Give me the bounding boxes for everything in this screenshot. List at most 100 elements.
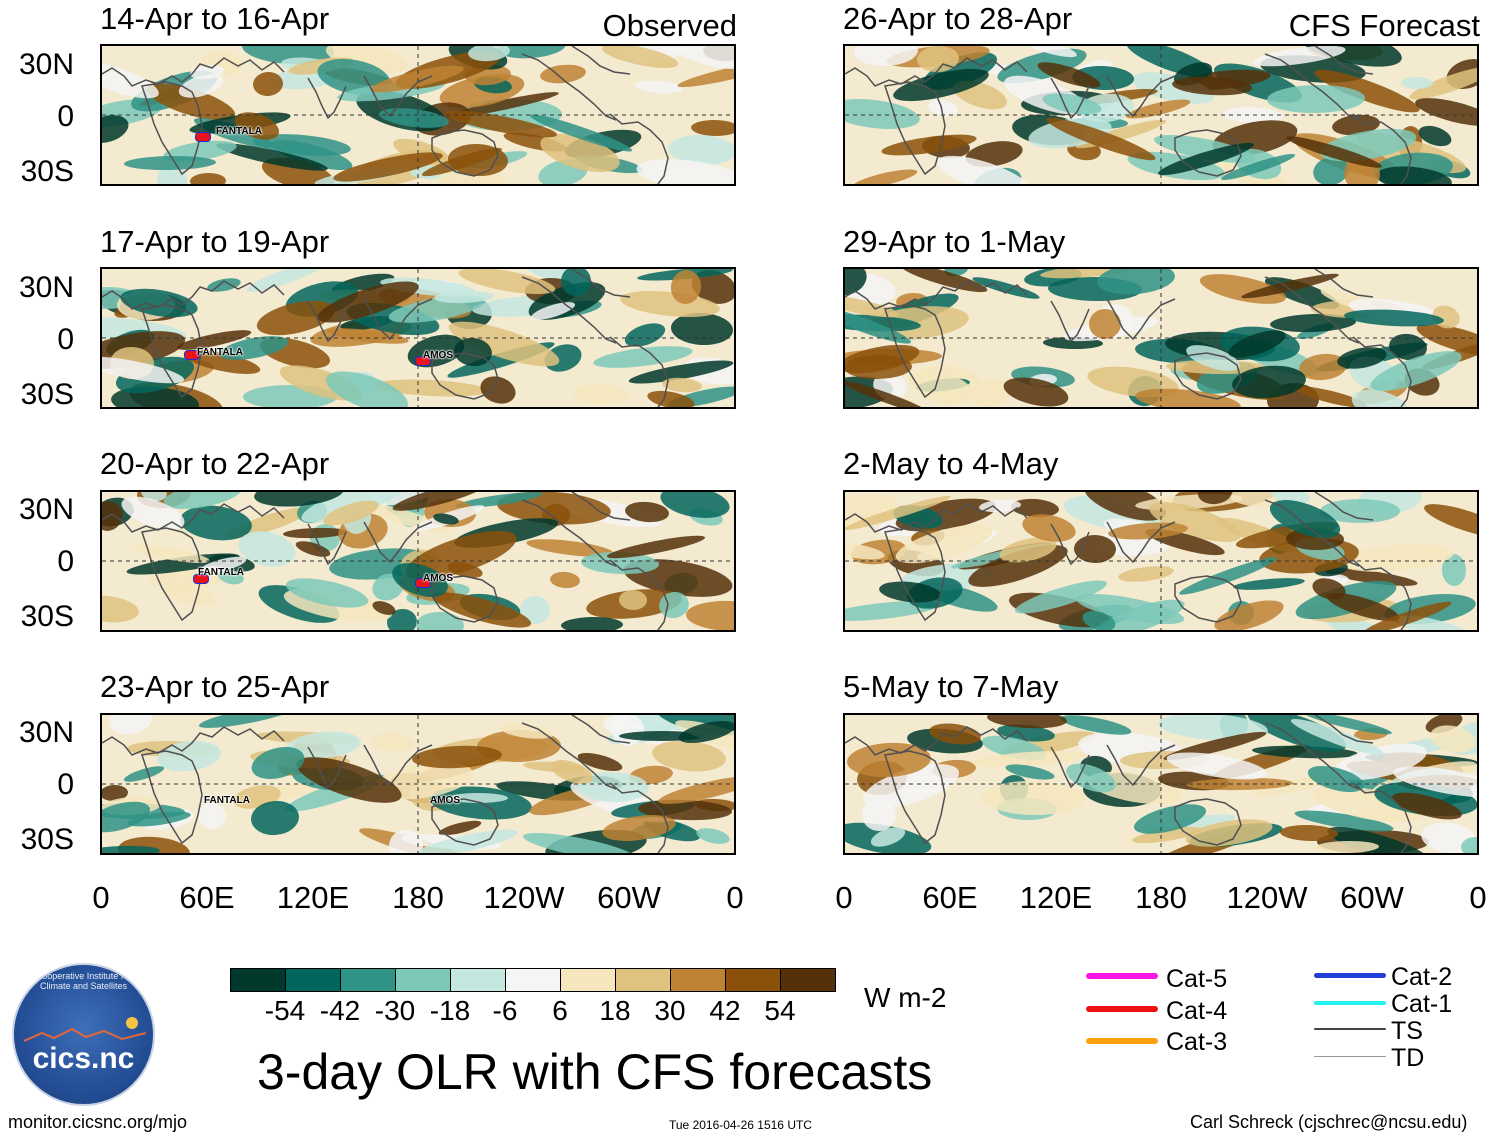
lon-label-60w: 60W bbox=[597, 880, 661, 915]
lat-label-30s: 30S bbox=[20, 378, 74, 411]
lat-label-30s: 30S bbox=[20, 600, 74, 633]
legend-label-cat4: Cat-4 bbox=[1166, 997, 1228, 1025]
colorbar-tick-label: 18 bbox=[599, 995, 631, 1026]
logo-arc-text: Cooperative Institute for Climate and Sa… bbox=[35, 971, 132, 991]
sun-icon bbox=[126, 1017, 138, 1029]
colorbar-swatch bbox=[560, 968, 616, 992]
lat-label-30n: 30N bbox=[18, 271, 74, 304]
mountain-icon bbox=[24, 1027, 146, 1042]
olr-map-panel-8 bbox=[843, 713, 1479, 855]
lon-label-120e: 120E bbox=[1019, 880, 1093, 915]
lon-label-120w: 120W bbox=[483, 880, 565, 915]
forecast-label: CFS Forecast bbox=[1288, 8, 1480, 43]
storm-track-marker bbox=[184, 350, 200, 360]
panel-title-6: 29-Apr to 1-May bbox=[843, 224, 1066, 259]
lat-label-0: 0 bbox=[57, 545, 74, 578]
olr-field bbox=[845, 492, 1477, 630]
lon-label-0: 0 bbox=[92, 880, 110, 915]
olr-field bbox=[845, 46, 1477, 184]
storm-label-fantala: FANTALA bbox=[216, 126, 262, 137]
colorbar-tick-label: 54 bbox=[764, 995, 796, 1026]
footer-url: monitor.cicsnc.org/mjo bbox=[8, 1112, 188, 1132]
logo-wordmark: cics.nc bbox=[32, 1042, 135, 1075]
lat-label-30n: 30N bbox=[18, 48, 74, 81]
observed-label: Observed bbox=[602, 8, 737, 43]
lon-label-180: 180 bbox=[392, 880, 444, 915]
legend-label-cat2: Cat-2 bbox=[1391, 963, 1453, 991]
olr-field bbox=[102, 492, 734, 630]
legend-label-td: TD bbox=[1391, 1044, 1425, 1072]
lat-label-30n: 30N bbox=[18, 716, 74, 749]
olr-map-panel-7 bbox=[843, 490, 1479, 632]
storm-label-fantala: FANTALA bbox=[197, 347, 243, 358]
colorbar-swatch bbox=[615, 968, 671, 992]
lon-label-180: 180 bbox=[1135, 880, 1187, 915]
storm-label-fantala: FANTALA bbox=[198, 567, 244, 578]
olr-field bbox=[102, 269, 734, 407]
panel-title-3: 20-Apr to 22-Apr bbox=[100, 446, 330, 481]
legend-line-ts bbox=[1314, 1028, 1386, 1030]
olr-map-panel-3 bbox=[100, 490, 736, 632]
legend-label-cat3: Cat-3 bbox=[1166, 1028, 1228, 1056]
lon-label-60w: 60W bbox=[1340, 880, 1404, 915]
panel-title-1: 14-Apr to 16-Apr bbox=[100, 1, 330, 36]
olr-map-panel-1 bbox=[100, 44, 736, 186]
panel-title-2: 17-Apr to 19-Apr bbox=[100, 224, 330, 259]
panel-title-4: 23-Apr to 25-Apr bbox=[100, 669, 330, 704]
main-title: 3-day OLR with CFS forecasts bbox=[257, 1044, 933, 1100]
colorbar-tick-label: 42 bbox=[709, 995, 741, 1026]
lat-label-30n: 30N bbox=[18, 493, 74, 526]
colorbar-swatch bbox=[780, 968, 836, 992]
lat-label-0: 0 bbox=[57, 768, 74, 801]
olr-map-panel-2 bbox=[100, 267, 736, 409]
legend-label-cat5: Cat-5 bbox=[1166, 965, 1228, 993]
storm-label-fantala: FANTALA bbox=[204, 795, 250, 806]
olr-field bbox=[102, 46, 734, 184]
footer-timestamp: Tue 2016-04-26 1516 UTC bbox=[669, 1118, 812, 1132]
legend-line-cat1 bbox=[1314, 1001, 1386, 1005]
colorbar-swatch bbox=[230, 968, 286, 992]
colorbar-units: W m-2 bbox=[864, 982, 947, 1013]
colorbar-tick-label: 30 bbox=[654, 995, 686, 1026]
lat-label-30s: 30S bbox=[20, 155, 74, 188]
olr-field bbox=[845, 715, 1477, 853]
legend-line-cat3 bbox=[1086, 1038, 1158, 1044]
colorbar-tick-label: -54 bbox=[264, 995, 306, 1026]
storm-label-amos: AMOS bbox=[423, 350, 453, 361]
colorbar-swatch bbox=[670, 968, 726, 992]
colorbar-tick-label: -6 bbox=[492, 995, 518, 1026]
lon-label-0: 0 bbox=[835, 880, 853, 915]
panel-title-7: 2-May to 4-May bbox=[843, 446, 1059, 481]
olr-field bbox=[102, 715, 734, 853]
colorbar-tick-label: -42 bbox=[319, 995, 361, 1026]
panel-title-5: 26-Apr to 28-Apr bbox=[843, 1, 1073, 36]
legend-line-cat5 bbox=[1086, 973, 1158, 979]
colorbar-swatch bbox=[395, 968, 451, 992]
lon-label-360: 0 bbox=[726, 880, 744, 915]
colorbar-swatch bbox=[340, 968, 396, 992]
lon-label-360: 0 bbox=[1469, 880, 1487, 915]
panel-title-8: 5-May to 7-May bbox=[843, 669, 1059, 704]
storm-track-marker bbox=[195, 132, 211, 142]
colorbar-swatch bbox=[450, 968, 506, 992]
colorbar-tick-label: -18 bbox=[429, 995, 471, 1026]
footer-author: Carl Schreck (cjschrec@ncsu.edu) bbox=[1190, 1112, 1468, 1132]
olr-map-panel-5 bbox=[843, 44, 1479, 186]
olr-field bbox=[845, 269, 1477, 407]
colorbar-tick-label: -30 bbox=[374, 995, 416, 1026]
storm-track-marker bbox=[193, 574, 209, 584]
olr-map-panel-4 bbox=[100, 713, 736, 855]
storm-label-amos: AMOS bbox=[430, 795, 460, 806]
legend-line-cat4 bbox=[1086, 1006, 1158, 1012]
colorbar-tick-label: 6 bbox=[552, 995, 568, 1026]
colorbar-swatch bbox=[725, 968, 781, 992]
colorbar-swatch bbox=[505, 968, 561, 992]
lat-label-0: 0 bbox=[57, 100, 74, 133]
lon-label-120w: 120W bbox=[1226, 880, 1308, 915]
colorbar-swatch bbox=[285, 968, 341, 992]
lon-label-60e: 60E bbox=[922, 880, 978, 915]
storm-track-marker bbox=[415, 356, 431, 366]
lon-label-60e: 60E bbox=[179, 880, 235, 915]
storm-track-marker bbox=[415, 578, 431, 588]
lon-label-120e: 120E bbox=[276, 880, 350, 915]
